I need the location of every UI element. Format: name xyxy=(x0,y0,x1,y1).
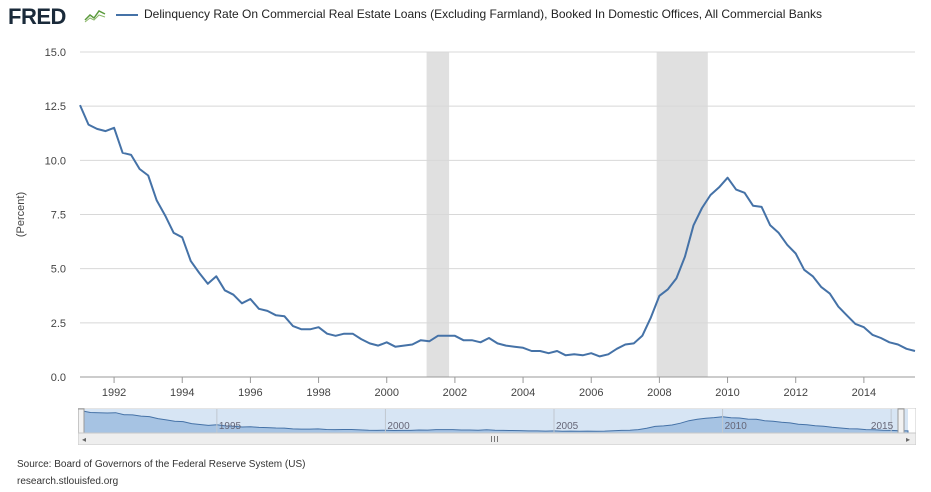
x-tick-label: 2000 xyxy=(374,387,398,399)
y-tick-label: 0.0 xyxy=(51,372,66,384)
y-tick-label: 2.5 xyxy=(51,318,66,330)
y-tick-label: 12.5 xyxy=(45,101,66,113)
x-tick-label: 2014 xyxy=(852,387,876,399)
legend-swatch xyxy=(116,13,138,16)
y-axis-ticks: 0.0 2.5 5.0 7.5 10.0 12.5 15.0 xyxy=(45,47,66,384)
navigator-tick-label: 2015 xyxy=(871,421,894,432)
scroll-right-arrow-icon[interactable]: ▸ xyxy=(906,435,910,444)
x-tick-label: 2002 xyxy=(443,387,467,399)
legend-label: Delinquency Rate On Commercial Real Esta… xyxy=(144,7,823,21)
gridlines xyxy=(80,51,915,378)
navigator-area xyxy=(81,410,909,434)
legend[interactable]: Delinquency Rate On Commercial Real Esta… xyxy=(116,7,822,21)
series-layer xyxy=(79,104,916,358)
x-tick-label: 1996 xyxy=(238,387,262,399)
x-tick-label: 2006 xyxy=(579,387,603,399)
navigator-tick-label: 1995 xyxy=(219,421,242,432)
navigator-left-handle[interactable] xyxy=(78,408,85,434)
x-tick-label: 1994 xyxy=(170,387,194,399)
y-tick-label: 7.5 xyxy=(51,210,66,222)
x-tick-label: 2004 xyxy=(511,387,535,399)
chart-plot[interactable]: 0.02.55.07.510.012.515.0 1992 1994 1996 199… xyxy=(0,30,931,405)
navigator-tick-label: 2005 xyxy=(556,421,579,432)
x-tick-label: 1998 xyxy=(306,387,330,399)
fred-logo[interactable]: FRED xyxy=(8,4,66,29)
navigator-series xyxy=(81,410,909,434)
logo-graph-icon xyxy=(84,7,106,23)
x-tick-label: 2008 xyxy=(647,387,671,399)
chart-header: FRED Delinquency Rate On Commercial Real… xyxy=(8,3,923,29)
site-link[interactable]: research.stlouisfed.org xyxy=(17,476,119,487)
series-line-0[interactable] xyxy=(79,104,916,358)
y-tick-label: 10.0 xyxy=(45,155,66,167)
y-tick-label: 15.0 xyxy=(45,47,66,59)
y-tick-label: 5.0 xyxy=(51,264,66,276)
scrollbar-grip-icon[interactable] xyxy=(491,436,498,442)
x-axis-ticks: 1992 1994 1996 1998 2000 2002 2004 2006 2008 2010… xyxy=(80,376,915,399)
navigator-right-handle[interactable] xyxy=(897,408,905,434)
x-tick-label: 2010 xyxy=(715,387,739,399)
navigator-tick-label: 2010 xyxy=(725,421,748,432)
source-note: Source: Board of Governors of the Federa… xyxy=(17,459,306,470)
x-tick-label: 2012 xyxy=(783,387,807,399)
x-tick-label: 1992 xyxy=(102,387,126,399)
range-navigator[interactable]: 1995 2000 2005 2010 2015 ◂ ▸ xyxy=(78,408,916,445)
scroll-left-arrow-icon[interactable]: ◂ xyxy=(82,435,86,444)
navigator-ticks: 1995 2000 2005 2010 2015 xyxy=(216,409,894,433)
navigator-tick-label: 2000 xyxy=(387,421,410,432)
y-axis-title: (Percent) xyxy=(15,192,27,237)
